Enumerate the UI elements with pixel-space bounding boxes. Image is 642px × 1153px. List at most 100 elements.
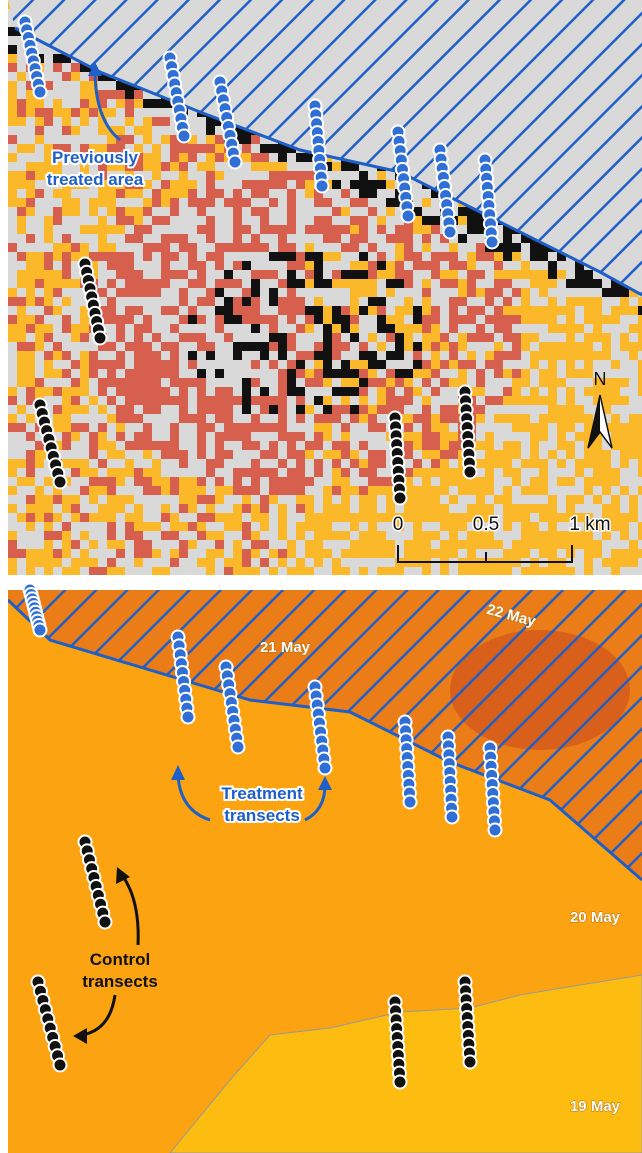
raster-cell [395, 234, 404, 243]
raster-cell [359, 495, 368, 504]
raster-cell [80, 243, 89, 252]
raster-cell [386, 315, 395, 324]
raster-cell [467, 549, 476, 558]
raster-cell [296, 567, 305, 576]
raster-cell [89, 513, 98, 522]
raster-cell [170, 522, 179, 531]
raster-cell [296, 351, 305, 360]
raster-cell [134, 558, 143, 567]
raster-cell [62, 126, 71, 135]
raster-cell [386, 378, 395, 387]
raster-cell [233, 513, 242, 522]
raster-cell [161, 450, 170, 459]
raster-cell [449, 351, 458, 360]
raster-cell [152, 198, 161, 207]
raster-cell [386, 270, 395, 279]
raster-cell [260, 450, 269, 459]
raster-cell [548, 342, 557, 351]
raster-cell [548, 324, 557, 333]
raster-cell [62, 243, 71, 252]
raster-cell [35, 315, 44, 324]
raster-cell [566, 306, 575, 315]
raster-cell [638, 522, 642, 531]
raster-cell [539, 423, 548, 432]
raster-cell [125, 522, 134, 531]
raster-cell [476, 270, 485, 279]
raster-cell [602, 288, 611, 297]
raster-cell [575, 432, 584, 441]
raster-cell [224, 279, 233, 288]
raster-cell [404, 225, 413, 234]
raster-cell [440, 414, 449, 423]
raster-cell [206, 549, 215, 558]
raster-cell [143, 549, 152, 558]
raster-cell [350, 306, 359, 315]
raster-cell [197, 423, 206, 432]
raster-cell [503, 270, 512, 279]
raster-cell [269, 324, 278, 333]
raster-cell [557, 342, 566, 351]
raster-cell [53, 252, 62, 261]
raster-cell [242, 468, 251, 477]
raster-cell [8, 45, 17, 54]
raster-cell [260, 225, 269, 234]
raster-cell [152, 360, 161, 369]
raster-cell [116, 315, 125, 324]
raster-cell [404, 243, 413, 252]
raster-cell [125, 207, 134, 216]
raster-cell [242, 423, 251, 432]
raster-cell [251, 162, 260, 171]
raster-cell [242, 198, 251, 207]
raster-cell [179, 171, 188, 180]
top-panel [8, 0, 642, 576]
raster-cell [305, 549, 314, 558]
raster-cell [98, 360, 107, 369]
raster-cell [422, 477, 431, 486]
raster-cell [440, 567, 449, 576]
raster-cell [278, 513, 287, 522]
raster-cell [125, 252, 134, 261]
raster-cell [602, 396, 611, 405]
raster-cell [602, 468, 611, 477]
raster-cell [17, 306, 26, 315]
raster-cell [620, 513, 629, 522]
raster-cell [224, 558, 233, 567]
raster-cell [494, 288, 503, 297]
raster-cell [125, 378, 134, 387]
raster-cell [278, 243, 287, 252]
raster-cell [314, 549, 323, 558]
raster-cell [215, 243, 224, 252]
raster-cell [449, 495, 458, 504]
raster-cell [134, 288, 143, 297]
transect-point [94, 332, 107, 345]
raster-cell [611, 360, 620, 369]
raster-cell [287, 378, 296, 387]
raster-cell [476, 477, 485, 486]
raster-cell [386, 234, 395, 243]
raster-cell [53, 549, 62, 558]
raster-cell [395, 324, 404, 333]
raster-cell [404, 513, 413, 522]
raster-cell [539, 378, 548, 387]
raster-cell [467, 333, 476, 342]
raster-cell [35, 342, 44, 351]
raster-cell [98, 459, 107, 468]
raster-cell [584, 459, 593, 468]
raster-cell [377, 171, 386, 180]
raster-cell [422, 234, 431, 243]
raster-cell [269, 225, 278, 234]
raster-cell [503, 243, 512, 252]
raster-cell [233, 234, 242, 243]
raster-cell [368, 207, 377, 216]
raster-cell [485, 315, 494, 324]
raster-cell [188, 243, 197, 252]
raster-cell [107, 540, 116, 549]
raster-cell [197, 558, 206, 567]
raster-cell [539, 396, 548, 405]
raster-cell [377, 477, 386, 486]
raster-cell [305, 351, 314, 360]
raster-cell [512, 414, 521, 423]
raster-cell [170, 396, 179, 405]
raster-cell [386, 279, 395, 288]
raster-cell [251, 549, 260, 558]
